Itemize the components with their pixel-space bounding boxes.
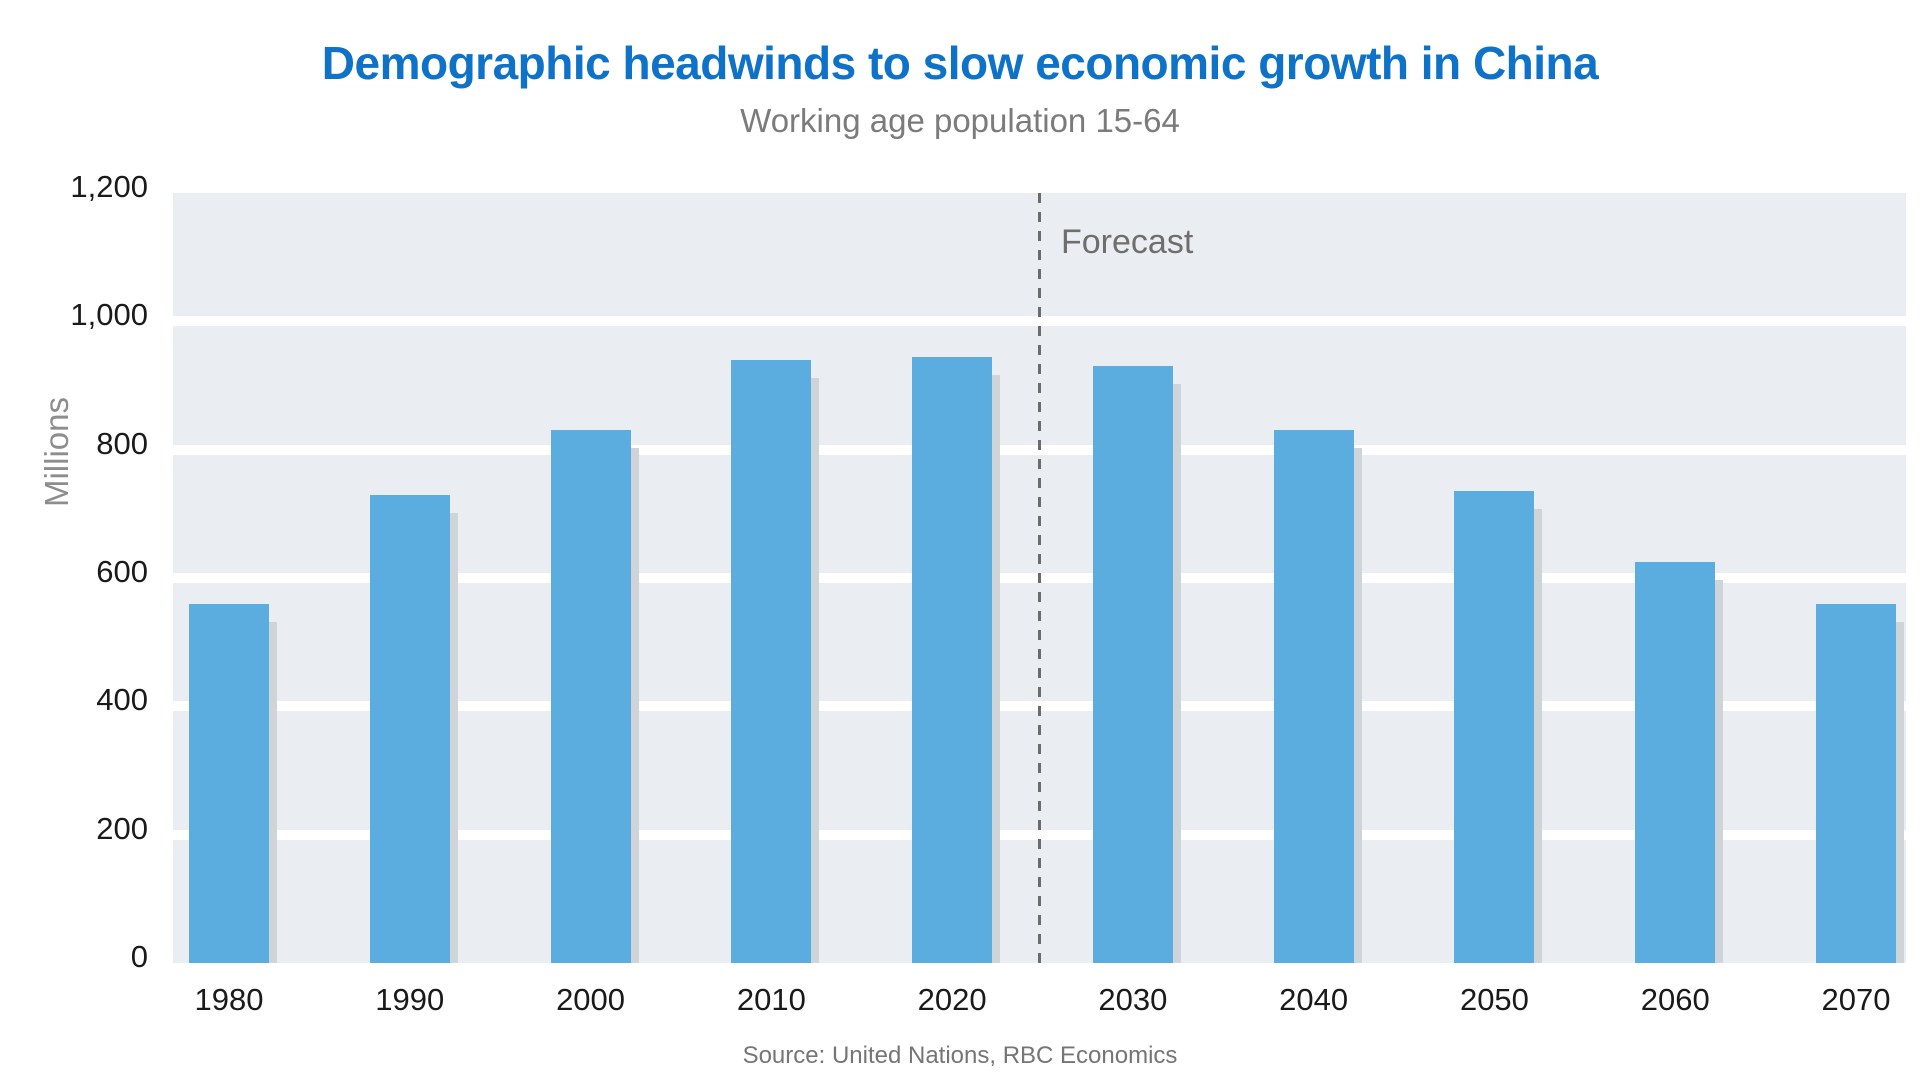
y-tick-800: 800 [96,425,148,461]
bar-1990 [369,494,458,963]
x-tick-2050: 2050 [1459,982,1529,1017]
bar-shadow [1172,384,1181,963]
x-tick-2040: 2040 [1279,982,1349,1017]
source-note: Source: United Nations, RBC Economics [742,1042,1178,1069]
chart-subtitle: Working age population 15-64 [740,102,1180,139]
bar-shadow [811,377,820,963]
x-tick-2070: 2070 [1821,982,1891,1017]
bar-2060 [1635,561,1724,963]
bar-shadow [1896,621,1904,963]
x-tick-2010: 2010 [736,982,806,1017]
x-tick-2020: 2020 [917,982,987,1017]
bar-2020 [912,356,1001,963]
forecast-label: Forecast [1061,223,1194,261]
bar-shadow [630,448,639,963]
bar-2000 [550,430,639,963]
bar-shadow [449,512,458,963]
bar-2030 [1092,366,1181,963]
x-tick-1980: 1980 [194,982,264,1017]
bar-2050 [1454,491,1543,963]
bar-shadow [269,621,277,963]
bar-shadow [1534,509,1543,963]
bar-2010 [731,359,820,963]
y-tick-0: 0 [130,939,148,974]
bar-shadow [1715,579,1724,963]
bar-shadow [1353,448,1362,963]
y-tick-1200: 1,200 [70,169,148,204]
bar-2070 [1816,603,1904,963]
chart-title: Demographic headwinds to slow economic g… [321,37,1599,89]
x-tick-1990: 1990 [375,982,445,1017]
x-tick-2060: 2060 [1640,982,1710,1017]
y-tick-200: 200 [96,810,148,846]
bar-2040 [1273,430,1362,963]
x-tick-2030: 2030 [1098,982,1168,1017]
y-tick-1000: 1,000 [70,297,148,333]
x-tick-2000: 2000 [556,982,626,1017]
bar-1980 [189,603,277,963]
plot-area: Forecast [173,193,1906,963]
y-tick-400: 400 [96,682,148,718]
y-tick-600: 600 [96,554,148,589]
forecast-divider-line [1038,193,1041,963]
bar-shadow [992,374,1001,963]
